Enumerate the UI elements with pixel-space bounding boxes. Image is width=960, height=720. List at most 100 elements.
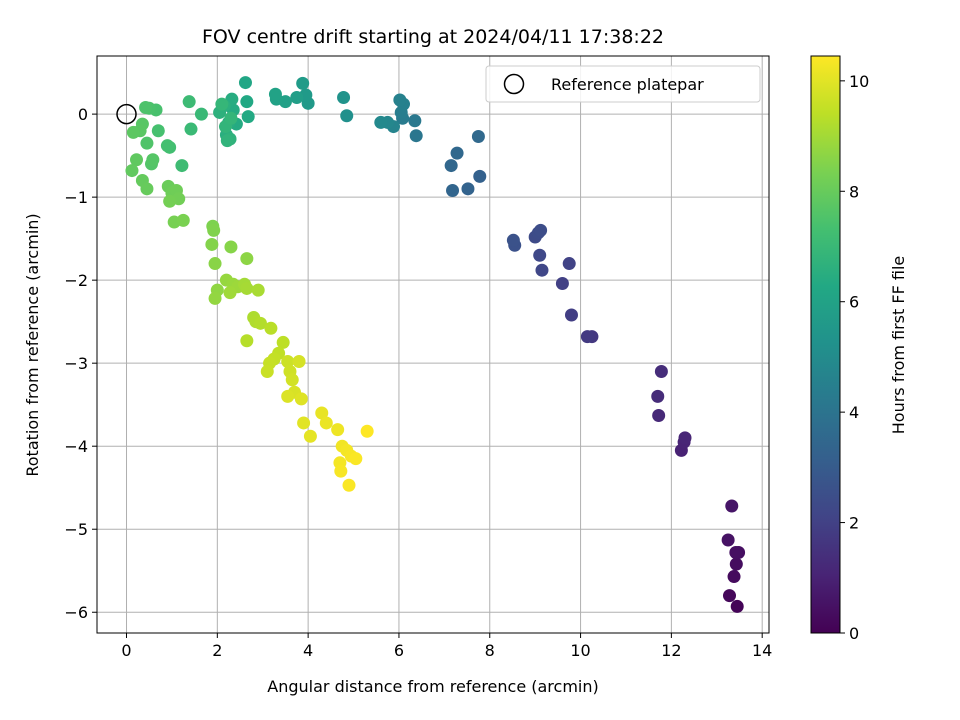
y-tick-label: −6 (64, 603, 88, 622)
data-point (294, 392, 308, 406)
data-point (175, 159, 189, 173)
data-point (331, 423, 345, 437)
legend: Reference platepar (485, 65, 761, 103)
data-point (360, 424, 374, 438)
data-point (140, 136, 154, 150)
colorbar-ticks: 0 2 4 6 8 10 (840, 72, 869, 643)
colorbar-tick-label: 4 (849, 403, 859, 422)
data-point (125, 164, 139, 178)
legend-marker (503, 73, 525, 95)
data-point (349, 452, 363, 466)
data-point (139, 100, 153, 114)
data-point (461, 182, 475, 196)
data-point (534, 223, 548, 237)
x-axis-label: Angular distance from reference (arcmin) (267, 677, 598, 696)
data-point (651, 389, 665, 403)
data-point (215, 97, 229, 111)
data-point (260, 364, 274, 378)
data-point (276, 335, 290, 349)
data-point (160, 139, 174, 153)
data-point (240, 281, 254, 295)
data-point (722, 589, 736, 603)
colorbar-label: Hours from first FF file (889, 256, 908, 435)
y-tick-label: −3 (64, 354, 88, 373)
chart-title: FOV centre drift starting at 2024/04/11 … (202, 26, 664, 48)
x-tick-label: 8 (485, 641, 495, 660)
data-point (290, 91, 304, 105)
data-point (205, 237, 219, 251)
data-point (729, 545, 743, 559)
data-point (268, 87, 282, 101)
colorbar-tick-label: 2 (849, 514, 859, 533)
x-ticks: 0 2 4 6 8 10 12 14 (121, 633, 772, 660)
data-point (297, 416, 311, 430)
colorbar-tick-label: 0 (849, 624, 859, 643)
y-tick-label: 0 (78, 105, 88, 124)
data-point (444, 159, 458, 173)
data-point (450, 146, 464, 160)
x-tick-label: 14 (752, 641, 772, 660)
reference-point-marker (116, 103, 137, 125)
legend-label: Reference platepar (551, 75, 704, 94)
data-point (296, 76, 310, 90)
data-point (727, 570, 741, 584)
data-point (163, 194, 177, 208)
data-point (730, 599, 744, 613)
data-point (241, 110, 255, 124)
data-point (564, 308, 578, 322)
grid-lines (97, 56, 769, 633)
colorbar-tick-label: 10 (849, 72, 869, 91)
data-point (729, 557, 743, 571)
data-point (224, 111, 238, 125)
data-point (224, 240, 238, 254)
data-point (240, 334, 254, 348)
data-point (340, 109, 354, 123)
x-tick-label: 6 (394, 641, 404, 660)
y-tick-label: −2 (64, 271, 88, 290)
data-point (446, 183, 460, 197)
y-axis-label: Rotation from reference (arcmin) (23, 213, 42, 476)
y-ticks: 0 −1 −2 −3 −4 −5 −6 (64, 105, 97, 622)
data-point (408, 114, 422, 128)
data-point (207, 223, 221, 237)
data-point (253, 316, 267, 330)
data-point (374, 115, 388, 129)
plot-frame (96, 55, 770, 634)
data-point (580, 330, 594, 344)
data-point (240, 252, 254, 266)
data-point (194, 107, 208, 121)
data-point (223, 286, 237, 300)
data-point (533, 248, 547, 262)
x-tick-label: 10 (570, 641, 590, 660)
data-point (126, 125, 140, 139)
data-point (654, 364, 668, 378)
data-point (151, 124, 165, 138)
data-point (652, 408, 666, 422)
data-point (471, 130, 485, 144)
data-point (473, 169, 487, 183)
colorbar-gradient (810, 55, 841, 634)
data-point (146, 153, 160, 167)
data-point (208, 291, 222, 305)
y-tick-label: −5 (64, 520, 88, 539)
data-points (125, 76, 746, 613)
y-tick-label: −1 (64, 188, 88, 207)
data-point (562, 257, 576, 271)
colorbar: 0 2 4 6 8 10 Hours from first FF file (810, 55, 908, 643)
data-point (220, 134, 234, 148)
colorbar-tick-label: 8 (849, 182, 859, 201)
data-point (334, 464, 348, 478)
data-point (130, 153, 144, 167)
data-point (725, 499, 739, 513)
data-point (240, 95, 254, 109)
y-tick-label: −4 (64, 437, 88, 456)
data-point (285, 373, 299, 387)
legend-box (485, 65, 761, 103)
data-point (393, 93, 407, 107)
colorbar-tick-label: 6 (849, 293, 859, 312)
data-point (337, 91, 351, 105)
data-point (555, 276, 569, 290)
data-point (140, 182, 154, 196)
data-point (535, 263, 549, 277)
